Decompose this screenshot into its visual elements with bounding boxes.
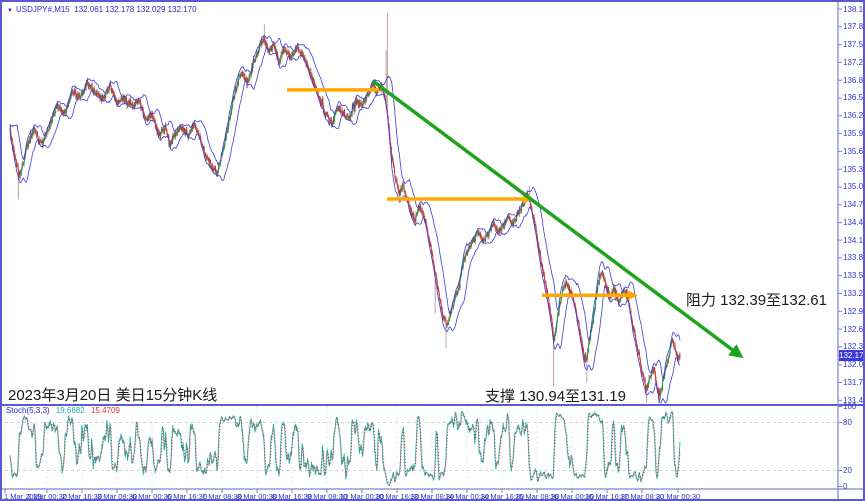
resistance-annotation: 阻力 132.39至132.61 <box>686 292 827 309</box>
price-axis-label: 136.895 <box>843 75 864 85</box>
price-axis-label: 132.630 <box>843 324 864 334</box>
time-axis-label: 8 Mar 16:30 <box>271 492 313 501</box>
time-axis-label: 16 Mar 00:30 <box>550 492 595 501</box>
indicator-axis-label: 100 <box>843 402 857 411</box>
time-axis-label: 8 Mar 00:30 <box>236 492 278 501</box>
time-axis-label: 6 Mar 16:30 <box>166 492 208 501</box>
price-axis-label: 135.675 <box>843 146 864 156</box>
price-axis-label: 132.325 <box>843 342 864 352</box>
price-axis-label: 135.370 <box>843 164 864 174</box>
price-axis-label: 132.935 <box>843 306 864 316</box>
time-axis-label: 14 Mar 00:30 <box>445 492 490 501</box>
chart-title-bar: ▼ USDJPY#,M15 132.061 132.178 132.029 132… <box>7 5 197 16</box>
current-price-tag: 132.170 <box>839 350 863 362</box>
price-axis-label: 137.200 <box>843 57 864 67</box>
time-axis-label: 17 Mar 08:30 <box>620 492 665 501</box>
time-axis-label: 3 Mar 08:30 <box>96 492 138 501</box>
time-axis-label: 15 Mar 08:30 <box>515 492 560 501</box>
price-axis-label: 138.115 <box>843 4 863 14</box>
indicator-axis-label: 20 <box>843 466 852 475</box>
price-axis-label: 135.980 <box>843 129 864 139</box>
price-axis-label: 132.020 <box>843 360 864 370</box>
indicator-axis-label: 0 <box>843 482 848 491</box>
price-axis-label: 137.810 <box>843 22 864 32</box>
price-axis-label: 136.590 <box>843 93 864 103</box>
time-axis-label: 20 Mar 00:30 <box>656 492 701 501</box>
time-axis-label: 1 Mar 2023 <box>4 492 42 501</box>
stochastic-main-value: 19.6682 <box>55 406 85 415</box>
time-axis-label: 14 Mar 16:30 <box>480 492 525 501</box>
time-axis-label: 10 Mar 00:30 <box>340 492 385 501</box>
price-axis-label: 133.850 <box>843 253 864 263</box>
price-axis-label: 133.545 <box>843 271 864 281</box>
price-axis-label: 131.410 <box>843 395 864 405</box>
time-axis-label: 2 Mar 16:30 <box>61 492 103 501</box>
time-axis-label: 6 Mar 00:30 <box>131 492 173 501</box>
price-axis-label: 134.155 <box>843 235 864 245</box>
stochastic-signal-value: 15.4709 <box>90 406 120 415</box>
time-axis-label: 10 Mar 16:30 <box>375 492 420 501</box>
symbol-timeframe-label: USDJPY#,M15 <box>15 5 70 14</box>
chevron-down-icon[interactable]: ▼ <box>7 8 13 14</box>
time-axis-label: 13 Mar 08:30 <box>410 492 455 501</box>
price-axis-label: 131.715 <box>843 378 864 387</box>
price-axis-label: 135.065 <box>843 182 864 192</box>
stochastic-name: Stoch(5,3,3) <box>6 406 50 415</box>
price-axis-label: 134.760 <box>843 200 864 210</box>
time-axis-label: 9 Mar 08:30 <box>306 492 348 501</box>
date-annotation: 2023年3月20日 美日15分钟K线 <box>8 387 218 404</box>
price-axis-label: 136.285 <box>843 111 864 121</box>
support-annotation: 支撑 130.94至131.19 <box>485 388 626 405</box>
time-axis-label: 2 Mar 00:30 <box>26 492 68 501</box>
indicator-axis-label: 80 <box>843 418 852 427</box>
price-axis-label: 134.455 <box>843 218 864 228</box>
time-axis-label: 7 Mar 08:30 <box>201 492 243 501</box>
ohlc-values: 132.061 132.178 132.029 132.170 <box>74 5 197 14</box>
time-axis-label: 16 Mar 16:30 <box>585 492 630 501</box>
price-axis-label: 133.240 <box>843 289 864 298</box>
price-axis-label: 137.505 <box>843 40 864 50</box>
stochastic-label: Stoch(5,3,3) 19.6682 15.4709 <box>6 406 120 415</box>
